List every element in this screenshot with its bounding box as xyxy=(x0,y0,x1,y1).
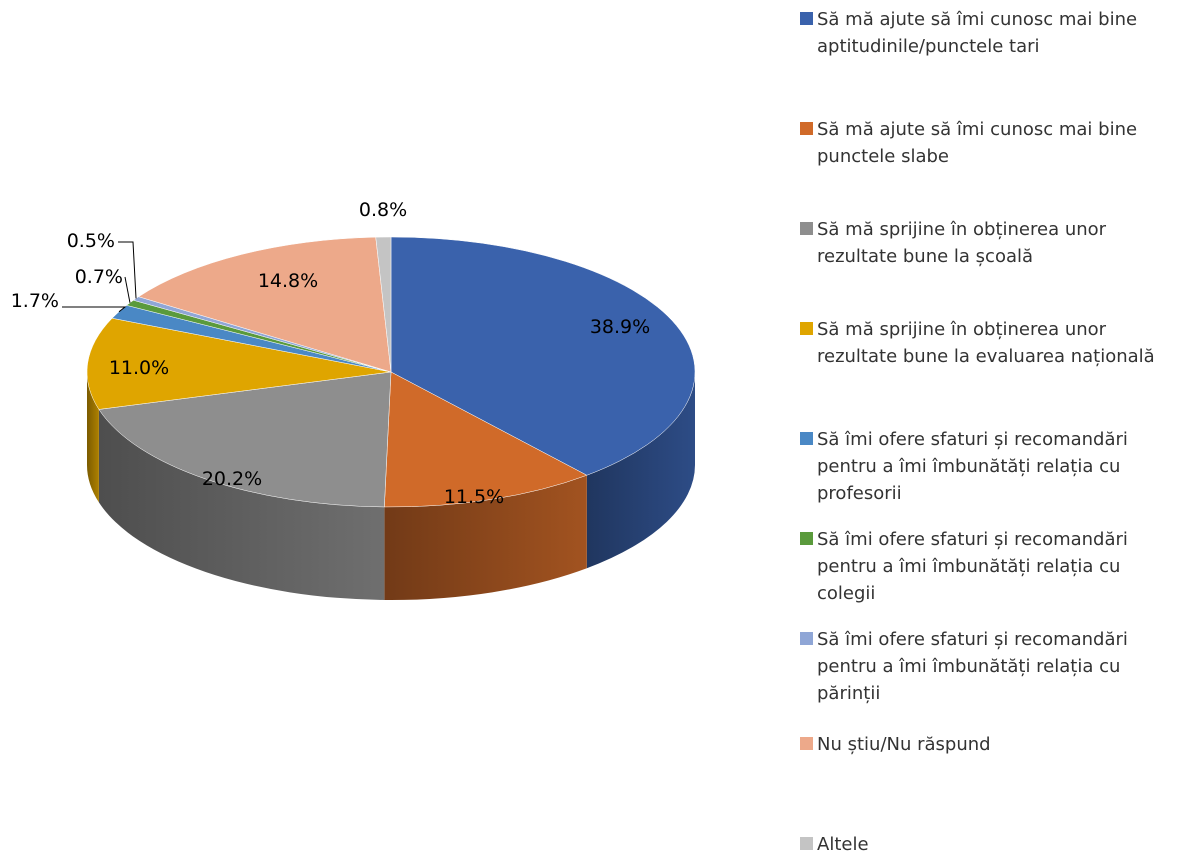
legend-label-line: punctele slabe xyxy=(817,146,949,167)
pie-chart: 38.9% 11.5% 20.2% 11.0% 1.7% 0.7% 0.5% 14.8% 0.8… xyxy=(11,199,696,600)
legend-label-line: Să mă ajute să îmi cunosc mai bine xyxy=(817,119,1138,140)
leader-line-5 xyxy=(124,276,131,303)
legend-label-line: Să mă sprijine în obținerea unor xyxy=(817,319,1107,340)
chart-legend: Să mă ajute să îmi cunosc mai bine aptitu… xyxy=(800,0,1184,855)
pie-slice-7 xyxy=(138,236,392,373)
legend-swatch-5 xyxy=(800,532,813,545)
legend-label-2: Să mă sprijine în obținerea unor rezultat… xyxy=(817,216,1182,270)
legend-label-line: Să îmi ofere sfaturi și recomandări xyxy=(817,629,1128,650)
data-label-4: 1.7% xyxy=(11,290,59,312)
pie-slices xyxy=(86,236,696,508)
legend-label-line: Să mă sprijine în obținerea unor xyxy=(817,219,1107,240)
legend-label-4: Să îmi ofere sfaturi și recomandări pentr… xyxy=(817,426,1182,507)
legend-label-8: Altele xyxy=(817,831,1182,858)
legend-item-8: Altele xyxy=(800,831,1184,858)
pie-slice-1 xyxy=(384,371,588,508)
legend-swatch-8 xyxy=(800,837,813,850)
legend-swatch-6 xyxy=(800,632,813,645)
legend-item-3: Să mă sprijine în obținerea unor rezultat… xyxy=(800,316,1184,370)
legend-item-4: Să îmi ofere sfaturi și recomandări pentr… xyxy=(800,426,1184,507)
legend-label-line: Altele xyxy=(817,834,869,855)
legend-label-0: Să mă ajute să îmi cunosc mai bine aptitu… xyxy=(817,6,1182,60)
legend-label-5: Să îmi ofere sfaturi și recomandări pentr… xyxy=(817,526,1182,607)
legend-label-line: colegii xyxy=(817,583,876,604)
legend-label-1: Să mă ajute să îmi cunosc mai bine puncte… xyxy=(817,116,1182,170)
legend-item-7: Nu știu/Nu răspund xyxy=(800,731,1184,758)
legend-swatch-3 xyxy=(800,322,813,335)
legend-swatch-2 xyxy=(800,222,813,235)
data-label-3: 11.0% xyxy=(109,357,169,379)
legend-label-line: Nu știu/Nu răspund xyxy=(817,734,991,755)
legend-label-line: părinții xyxy=(817,683,881,704)
pie-side-1 xyxy=(384,475,587,600)
legend-label-line: pentru a îmi îmbunătăți relația cu xyxy=(817,656,1121,677)
data-label-7: 14.8% xyxy=(258,270,318,292)
data-label-1: 11.5% xyxy=(444,486,504,508)
pie-side-walls xyxy=(87,372,695,600)
legend-swatch-1 xyxy=(800,122,813,135)
leader-line-6 xyxy=(118,241,137,299)
legend-label-line: profesorii xyxy=(817,483,902,504)
data-label-0: 38.9% xyxy=(590,316,650,338)
pie-slice-3 xyxy=(86,317,392,410)
pie-side-2 xyxy=(98,409,385,600)
legend-label-line: rezultate bune la școală xyxy=(817,246,1034,267)
leader-lines xyxy=(62,241,137,313)
data-label-5: 0.7% xyxy=(75,266,123,288)
legend-label-line: pentru a îmi îmbunătăți relația cu xyxy=(817,456,1121,477)
pie-slice-2 xyxy=(98,371,392,508)
pie-slice-8 xyxy=(375,236,392,373)
legend-item-0: Să mă ajute să îmi cunosc mai bine aptitu… xyxy=(800,6,1184,60)
pie-slice-0 xyxy=(390,236,696,476)
legend-label-line: pentru a îmi îmbunătăți relația cu xyxy=(817,556,1121,577)
legend-label-line: rezultate bune la evaluarea națională xyxy=(817,346,1155,367)
legend-label-line: aptitudinile/punctele tari xyxy=(817,36,1040,57)
data-label-6: 0.5% xyxy=(67,230,115,252)
legend-label-7: Nu știu/Nu răspund xyxy=(817,731,1182,758)
data-label-8: 0.8% xyxy=(359,199,407,221)
data-labels: 38.9% 11.5% 20.2% 11.0% 1.7% 0.7% 0.5% 14.8% 0.8… xyxy=(11,199,650,508)
legend-item-1: Să mă ajute să îmi cunosc mai bine puncte… xyxy=(800,116,1184,170)
legend-label-line: Să îmi ofere sfaturi și recomandări xyxy=(817,429,1128,450)
legend-swatch-0 xyxy=(800,12,813,25)
pie-side-0 xyxy=(586,372,695,569)
legend-item-6: Să îmi ofere sfaturi și recomandări pentr… xyxy=(800,626,1184,707)
legend-item-5: Să îmi ofere sfaturi și recomandări pentr… xyxy=(800,526,1184,607)
legend-label-6: Să îmi ofere sfaturi și recomandări pentr… xyxy=(817,626,1182,707)
legend-label-line: Să mă ajute să îmi cunosc mai bine xyxy=(817,9,1138,30)
legend-swatch-4 xyxy=(800,432,813,445)
leader-line-4 xyxy=(62,306,127,313)
legend-label-line: Să îmi ofere sfaturi și recomandări xyxy=(817,529,1128,550)
legend-swatch-7 xyxy=(800,737,813,750)
data-label-2: 20.2% xyxy=(202,468,262,490)
legend-item-2: Să mă sprijine în obținerea unor rezultat… xyxy=(800,216,1184,270)
legend-label-3: Să mă sprijine în obținerea unor rezultat… xyxy=(817,316,1182,370)
